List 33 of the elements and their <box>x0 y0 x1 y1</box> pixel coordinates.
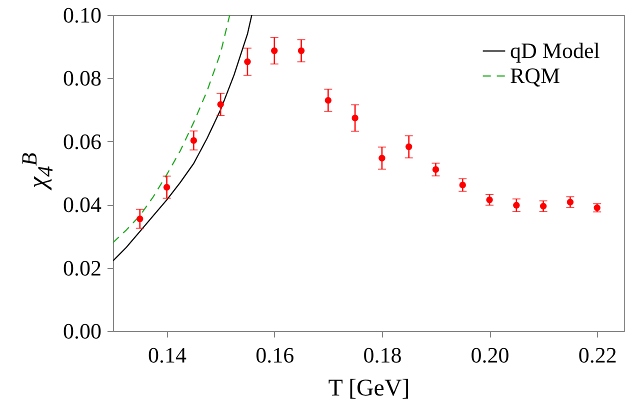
point <box>378 154 386 162</box>
x-axis-title: T [GeV] <box>328 376 410 402</box>
point <box>352 114 358 122</box>
y-tick-label: 0.08 <box>63 66 102 91</box>
x-tick-label: 0.20 <box>470 342 510 368</box>
legend-label: qD Model <box>510 38 600 63</box>
x-tick-label: 0.16 <box>256 342 294 368</box>
x-tick-label: 0.18 <box>363 342 402 368</box>
x-tick-label: 0.14 <box>148 342 187 368</box>
point <box>190 137 198 144</box>
point <box>566 198 574 206</box>
point <box>217 101 224 108</box>
x-tick-label: 0.22 <box>578 342 617 368</box>
y-tick-label: 0.00 <box>63 318 102 344</box>
point <box>163 184 170 191</box>
y-tick-label: 0.04 <box>63 192 102 218</box>
point <box>298 47 305 54</box>
legend-label: RQM <box>510 63 560 88</box>
y-tick-label: 0.10 <box>63 2 102 28</box>
point <box>405 143 412 150</box>
point <box>486 196 493 204</box>
line-series <box>113 15 230 244</box>
y-tick-label: 0.06 <box>63 128 102 154</box>
point <box>540 202 547 210</box>
point <box>136 215 144 222</box>
point <box>459 182 466 188</box>
point <box>324 96 332 104</box>
point <box>513 202 520 209</box>
y-tick-label: 0.02 <box>63 255 102 280</box>
point <box>271 47 278 54</box>
point <box>432 166 440 173</box>
line-series <box>113 15 252 262</box>
point <box>244 58 251 66</box>
